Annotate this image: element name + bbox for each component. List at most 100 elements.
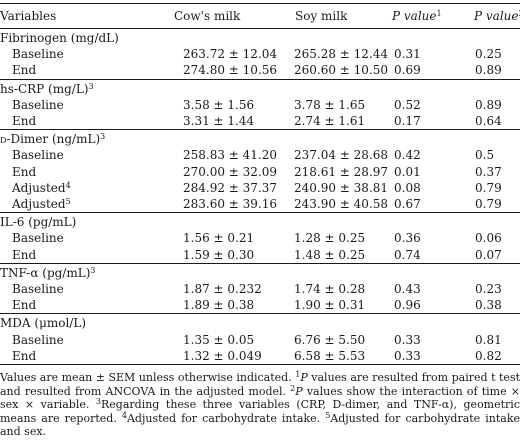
cell-p-value-2: 0.89: [475, 63, 502, 78]
table-row: Baseline 258.83 ± 41.20 237.04 ± 28.68 0.42…: [0, 147, 520, 163]
row-label: Baseline: [12, 231, 64, 246]
cell-soy-milk: 240.90 ± 38.81: [294, 180, 389, 195]
group-row: MDA (μmol/L): [0, 313, 520, 332]
cell-p-value-2: 0.81: [475, 332, 502, 347]
cell-cows-milk: 258.83 ± 41.20: [183, 148, 278, 163]
row-label: Adjusted5: [12, 197, 71, 212]
cell-cows-milk: 1.32 ± 0.049: [138, 347, 262, 366]
cell-p-value-1: 0.08: [394, 180, 421, 195]
cell-soy-milk: 265.28 ± 12.44: [294, 47, 389, 62]
row-label: End: [12, 164, 37, 179]
cell-soy-milk: 237.04 ± 28.68: [294, 148, 389, 163]
group-label: d-Dimer (ng/mL)3: [0, 129, 520, 148]
row-label: Baseline: [12, 148, 64, 163]
cell-p-value-1: 0.96: [394, 298, 421, 313]
table-row: Baseline 1.87 ± 0.232 1.74 ± 0.28 0.43 0.23: [0, 281, 520, 297]
cell-p-value-1: 0.31: [394, 47, 421, 62]
cell-cows-milk: 274.80 ± 10.56: [183, 63, 278, 78]
cell-cows-milk: 3.31 ± 1.44: [183, 114, 255, 129]
table-body: Fibrinogen (mg/dL) Baseline 263.72 ± 12.04…: [0, 29, 520, 366]
group-row: d-Dimer (ng/mL)3: [0, 129, 520, 148]
header-cows-milk: Cow's milk: [138, 3, 261, 29]
cell-cows-milk: 1.89 ± 0.38: [183, 298, 255, 313]
cell-p-value-2: 0.25: [475, 47, 502, 62]
cell-p-value-2: 0.82: [460, 347, 520, 366]
cell-p-value-1: 0.67: [394, 197, 421, 212]
cell-p-value-1: 0.17: [394, 114, 421, 129]
cell-cows-milk: 1.56 ± 0.21: [183, 231, 255, 246]
cell-cows-milk: 283.60 ± 39.16: [183, 197, 278, 212]
table-header: Variables Cow's milk Soy milk P value1 P…: [0, 3, 520, 29]
table-row: Baseline 1.35 ± 0.05 6.76 ± 5.50 0.33 0.81: [0, 332, 520, 348]
cell-p-value-1: 0.33: [394, 332, 421, 347]
cell-soy-milk: 218.61 ± 28.97: [294, 164, 389, 179]
cell-cows-milk: 284.92 ± 37.37: [183, 180, 278, 195]
cell-soy-milk: 1.48 ± 0.25: [294, 247, 366, 262]
header-p-value-1: P value1: [388, 3, 460, 29]
cell-p-value-2: 0.07: [475, 247, 502, 262]
cell-soy-milk: 1.74 ± 0.28: [294, 282, 366, 297]
cell-p-value-2: 0.37: [475, 164, 502, 179]
group-label: Fibrinogen (mg/dL): [0, 31, 119, 45]
group-row: IL-6 (pg/mL): [0, 212, 520, 231]
table-row: Adjusted4 284.92 ± 37.37 240.90 ± 38.81 0.0…: [0, 180, 520, 196]
cell-cows-milk: 263.72 ± 12.04: [183, 47, 278, 62]
cell-cows-milk: 1.87 ± 0.232: [183, 282, 262, 297]
cell-p-value-1: 0.52: [394, 97, 421, 112]
cell-p-value-1: 0.69: [394, 63, 421, 78]
cell-cows-milk: 3.58 ± 1.56: [183, 97, 255, 112]
group-label: TNF-α (pg/mL)3: [0, 262, 520, 282]
cell-soy-milk: 3.78 ± 1.65: [294, 97, 366, 112]
header-p-value-2: P value2: [460, 3, 520, 29]
cell-soy-milk: 1.28 ± 0.25: [294, 231, 366, 246]
cell-p-value-2: 0.06: [475, 231, 502, 246]
group-row: Fibrinogen (mg/dL): [0, 29, 520, 47]
cell-p-value-1: 0.43: [394, 282, 421, 297]
group-label: hs-CRP (mg/L)3: [0, 78, 520, 97]
row-label: End: [12, 114, 37, 129]
row-label: Baseline: [12, 97, 64, 112]
table-row: End 1.89 ± 0.38 1.90 ± 0.31 0.96 0.38: [0, 297, 520, 314]
cell-soy-milk: 1.90 ± 0.31: [294, 298, 366, 313]
row-label: End: [12, 247, 37, 262]
table-row: End 270.00 ± 32.09 218.61 ± 28.97 0.01 0.37: [0, 164, 520, 180]
header-soy-milk: Soy milk: [261, 3, 388, 29]
cell-soy-milk: 6.58 ± 5.53: [261, 347, 388, 366]
table-row: Baseline 3.58 ± 1.56 3.78 ± 1.65 0.52 0.89: [0, 97, 520, 113]
cell-p-value-1: 0.33: [388, 347, 460, 366]
row-label: End: [12, 63, 37, 78]
row-label: Baseline: [12, 282, 64, 297]
cell-p-value-2: 0.23: [475, 282, 502, 297]
cell-p-value-1: 0.01: [394, 164, 421, 179]
row-label: End: [12, 298, 37, 313]
cell-cows-milk: 1.35 ± 0.05: [183, 332, 255, 347]
header-variables: Variables: [0, 3, 138, 29]
group-row: TNF-α (pg/mL)3: [0, 262, 520, 282]
table-footnote: Values are mean ± SEM unless otherwise i…: [0, 370, 520, 439]
cell-soy-milk: 243.90 ± 40.58: [294, 197, 389, 212]
cell-p-value-1: 0.42: [394, 148, 421, 163]
cell-cows-milk: 270.00 ± 32.09: [183, 164, 278, 179]
cell-p-value-1: 0.36: [394, 231, 421, 246]
table-row: Baseline 263.72 ± 12.04 265.28 ± 12.44 0.31…: [0, 46, 520, 62]
cell-p-value-1: 0.74: [394, 247, 421, 262]
cell-soy-milk: 6.76 ± 5.50: [294, 332, 366, 347]
row-label: Adjusted4: [12, 180, 71, 195]
cell-cows-milk: 1.59 ± 0.30: [183, 247, 255, 262]
group-label: MDA (μmol/L): [0, 313, 520, 332]
cell-soy-milk: 2.74 ± 1.61: [294, 114, 366, 129]
cell-p-value-2: 0.38: [475, 298, 502, 313]
table-row: Baseline 1.56 ± 0.21 1.28 ± 0.25 0.36 0.06: [0, 230, 520, 246]
cell-p-value-2: 0.79: [475, 180, 502, 195]
cell-soy-milk: 260.60 ± 10.50: [294, 63, 389, 78]
table-row: End 3.31 ± 1.44 2.74 ± 1.61 0.17 0.64: [0, 113, 520, 130]
row-label: Baseline: [12, 47, 64, 62]
row-label: Baseline: [12, 332, 64, 347]
table-row: End 1.59 ± 0.30 1.48 ± 0.25 0.74 0.07: [0, 247, 520, 264]
table-row: End 1.32 ± 0.049 6.58 ± 5.53 0.33 0.82: [0, 347, 520, 366]
table-row: End 274.80 ± 10.56 260.60 ± 10.50 0.69 0.89: [0, 62, 520, 79]
cell-p-value-2: 0.64: [475, 114, 502, 129]
cell-p-value-2: 0.79: [475, 197, 502, 212]
row-label: End: [0, 347, 138, 366]
group-label: IL-6 (pg/mL): [0, 212, 520, 231]
